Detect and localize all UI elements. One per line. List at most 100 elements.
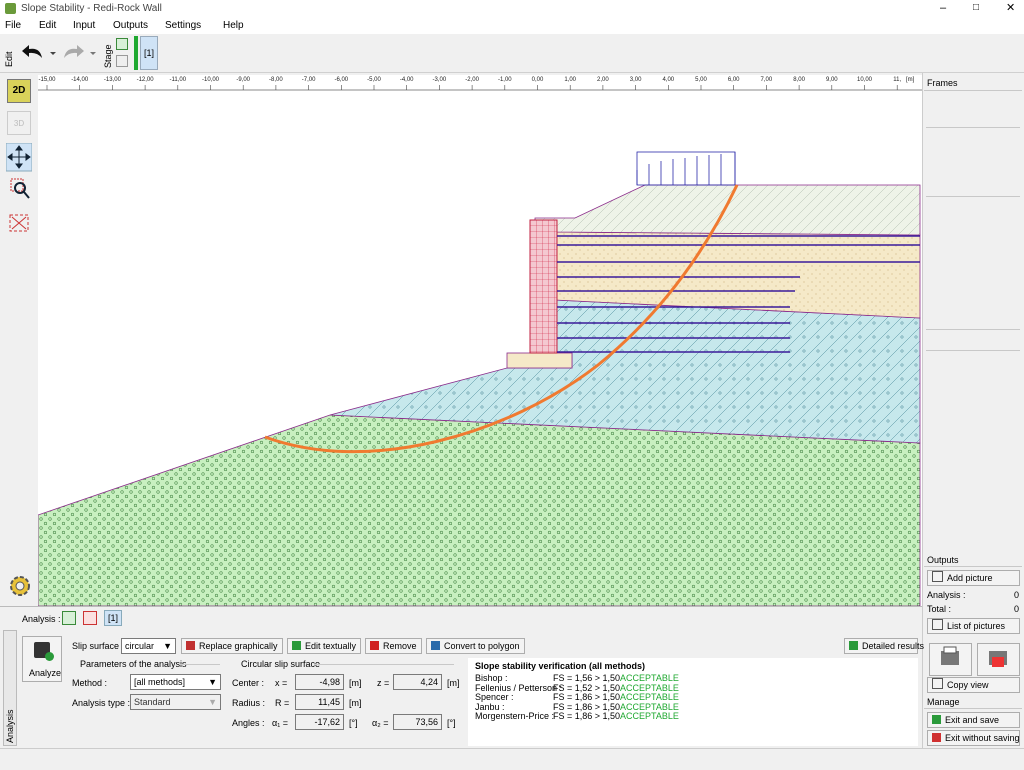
analysis-count: 0 xyxy=(1014,590,1020,600)
settings-gear[interactable] xyxy=(7,573,33,599)
analyze-text: Analyze xyxy=(29,668,62,678)
add-stage[interactable] xyxy=(116,38,128,50)
slip-surface-select[interactable]: circular ▼ xyxy=(121,638,176,654)
exit-without-saving-text: Exit without saving xyxy=(945,733,1020,743)
frame-separator xyxy=(926,127,1020,128)
ruler-label: 6,00 xyxy=(728,77,740,83)
remove-stage[interactable] xyxy=(116,55,128,67)
button-icon xyxy=(370,641,379,650)
view-2d[interactable]: 2D xyxy=(7,79,31,103)
button-text: Replace graphically xyxy=(199,641,278,651)
angle-1: -17,62 xyxy=(295,714,344,730)
analysis-type-select[interactable]: Standard ▼ xyxy=(130,694,221,710)
z-label: z = xyxy=(377,678,390,688)
ruler-label: 5,00 xyxy=(695,77,707,83)
add-analysis[interactable] xyxy=(62,611,76,625)
add-picture-text: Add picture xyxy=(947,573,993,583)
menu-item[interactable]: Settings xyxy=(165,20,202,31)
remove-analysis[interactable] xyxy=(83,611,97,625)
menu-item[interactable]: Edit xyxy=(39,20,57,31)
r-unit: [m] xyxy=(349,698,362,708)
list-of-pictures-text: List of pictures xyxy=(947,621,1006,631)
analysis-type-label: Analysis type : xyxy=(72,698,131,708)
exit-and-save[interactable]: Exit and save xyxy=(927,712,1020,728)
list-of-pictures[interactable]: List of pictures xyxy=(927,618,1020,634)
x-unit: [m] xyxy=(349,678,362,688)
ruler-label: -12,00 xyxy=(137,77,155,83)
drawing-canvas[interactable]: -15,00 -14,00 -13,00 -12,00 -11,00 -10,00 -9,0… xyxy=(38,75,922,606)
z-unit: [m] xyxy=(447,678,460,688)
analysis-tab[interactable]: Analysis xyxy=(3,630,17,746)
stage-tab[interactable]: [1] xyxy=(140,36,158,70)
ruler-label: -13,00 xyxy=(104,77,122,83)
analysis-count-label: Analysis : xyxy=(927,590,966,600)
view-tools xyxy=(6,143,32,232)
exit-without-saving[interactable]: Exit without saving xyxy=(927,730,1020,746)
undo-redo[interactable] xyxy=(20,40,100,66)
ruler-label: 11, xyxy=(893,77,901,83)
slip-action-button[interactable]: Remove xyxy=(365,638,422,654)
circle-title: Circular slip surface xyxy=(241,659,321,669)
stage-label: Stage xyxy=(103,44,113,68)
result-method: Spencer : xyxy=(475,692,514,702)
results-box: Slope stability verification (all method… xyxy=(468,658,918,746)
button-text: Convert to polygon xyxy=(444,641,520,651)
r-label: R = xyxy=(275,698,290,708)
ruler-unit: [m] xyxy=(906,77,915,83)
right-panel xyxy=(922,73,1024,748)
result-fs: FS = 1,52 > 1,50 xyxy=(553,682,621,693)
manage-title: Manage xyxy=(927,697,960,707)
detailed-results-text: Detailed results xyxy=(862,641,925,651)
slip-action-button[interactable]: Convert to polygon xyxy=(426,638,525,654)
ruler-label: -9,00 xyxy=(236,77,250,83)
ruler-label: -7,00 xyxy=(302,77,316,83)
analysis-label: Analysis : xyxy=(22,614,61,624)
button-icon xyxy=(186,641,195,650)
slip-action-button[interactable]: Replace graphically xyxy=(181,638,283,654)
menu-item[interactable]: Help xyxy=(223,20,244,31)
add-picture[interactable]: Add picture xyxy=(927,570,1020,586)
radius-label: Radius : xyxy=(232,698,266,708)
ruler-label: -6,00 xyxy=(334,77,348,83)
ruler-label: -14,00 xyxy=(71,77,89,83)
minimize[interactable]: – xyxy=(940,2,947,14)
result-method: Bishop : xyxy=(475,673,508,683)
frame-separator xyxy=(926,350,1020,351)
analysis-type-value: Standard xyxy=(134,697,171,707)
analyze-button[interactable]: Analyze xyxy=(22,636,62,682)
analysis-stage[interactable]: [1] xyxy=(104,610,122,626)
center-z: 4,24 xyxy=(393,674,442,690)
toolbar: Edit Stage [1] xyxy=(0,34,1024,73)
ruler-label: -3,00 xyxy=(433,77,447,83)
result-verdict: ACCEPTABLE xyxy=(620,673,679,683)
result-verdict: ACCEPTABLE xyxy=(620,711,679,721)
ruler-label: 10,00 xyxy=(857,77,873,83)
frame-separator xyxy=(926,196,1020,197)
a1-unit: [°] xyxy=(349,718,358,728)
window-title: Slope Stability - Redi-Rock Wall xyxy=(21,3,162,14)
menu-item[interactable]: Outputs xyxy=(113,20,149,31)
menu-item[interactable]: Input xyxy=(73,20,96,31)
stage-number: [1] xyxy=(144,48,155,58)
slip-surface-value: circular xyxy=(125,641,155,651)
soil-green xyxy=(38,414,921,606)
center-label: Center : xyxy=(232,678,265,688)
status-bar xyxy=(0,748,1024,770)
footing xyxy=(506,352,573,369)
method-label: Method : xyxy=(72,678,108,688)
copy-view[interactable]: Copy view xyxy=(927,677,1020,693)
ruler-label: -8,00 xyxy=(269,77,283,83)
method-select[interactable]: [all methods] ▼ xyxy=(130,674,221,690)
print-buttons[interactable] xyxy=(929,643,1021,677)
copy-view-text: Copy view xyxy=(947,680,989,690)
button-icon xyxy=(431,641,440,650)
maximize[interactable]: □ xyxy=(973,2,980,13)
frames-title: Frames xyxy=(927,78,958,88)
slip-action-button[interactable]: Edit textually xyxy=(287,638,362,654)
menu-item[interactable]: File xyxy=(5,20,22,31)
detailed-results[interactable]: Detailed results xyxy=(844,638,924,654)
close[interactable]: ✕ xyxy=(1006,2,1016,14)
view-3d[interactable]: 3D xyxy=(7,111,31,135)
edit-label: Edit xyxy=(4,51,14,67)
method-value: [all methods] xyxy=(134,677,186,687)
